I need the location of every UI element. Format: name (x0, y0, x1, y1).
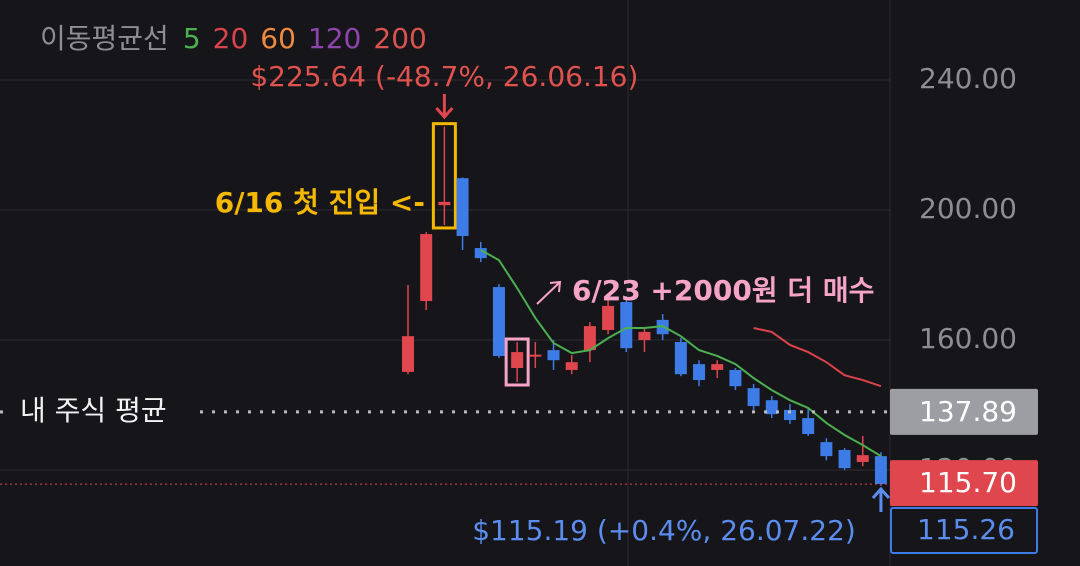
candle-body (838, 449, 851, 469)
candle-body (529, 354, 542, 357)
buy-arrow (536, 280, 562, 305)
other-price-label: 115.26 (917, 513, 1015, 546)
candle-body (820, 442, 833, 457)
candle-body (420, 234, 433, 302)
legend-entry: 200 (373, 22, 426, 55)
current-price-box (890, 460, 1038, 507)
candle-body (438, 201, 451, 206)
current-price-label: 115.70 (919, 466, 1017, 499)
candle-body (783, 409, 796, 421)
y-tick-label: 240.00 (919, 62, 1017, 95)
average-price-label: 137.89 (919, 395, 1017, 428)
legend-entry: 20 (213, 22, 249, 55)
candle-body (729, 369, 742, 387)
highlight-box (431, 122, 457, 230)
candle-body (565, 362, 578, 370)
candle-body (474, 248, 487, 259)
highlight-box (504, 337, 530, 387)
low-arrow (871, 486, 891, 512)
candle-body (602, 305, 615, 330)
additional-buy-note: 6/23 +2000원 더 매수 (572, 274, 874, 307)
candle-body (492, 287, 505, 356)
candle-body (456, 178, 469, 237)
candle-body (856, 455, 869, 462)
legend-entry: 60 (260, 22, 296, 55)
candle-body (620, 302, 633, 349)
candle-body (402, 336, 414, 372)
candle-body (802, 418, 815, 435)
average-label: 내 주식 평균 (20, 394, 167, 427)
high-arrow (435, 94, 454, 120)
legend-entry: 5 (183, 22, 201, 55)
y-tick-label: 160.00 (919, 322, 1017, 355)
candle-body (638, 331, 651, 341)
legend-entry: 120 (308, 22, 361, 55)
low-annotation: $115.19 (+0.4%, 26.07.22) (472, 514, 856, 547)
candle-body (674, 342, 687, 375)
first-entry-note: 6/16 첫 진입 <- (215, 186, 425, 219)
candle-body (693, 364, 706, 381)
candle-body (747, 388, 760, 407)
candle-body (511, 352, 524, 369)
y-tick-label: 200.00 (919, 192, 1017, 225)
average-price-box (890, 388, 1038, 435)
candle-body (765, 400, 778, 415)
candle-body (711, 364, 724, 370)
legend-title: 이동평균선 (40, 22, 169, 55)
candle-body (547, 350, 560, 361)
high-annotation: $225.64 (-48.7%, 26.06.16) (250, 60, 638, 93)
candle-body (874, 456, 887, 485)
other-price-box (890, 507, 1038, 554)
candle-body (583, 326, 596, 351)
moving-average-line (753, 327, 882, 388)
